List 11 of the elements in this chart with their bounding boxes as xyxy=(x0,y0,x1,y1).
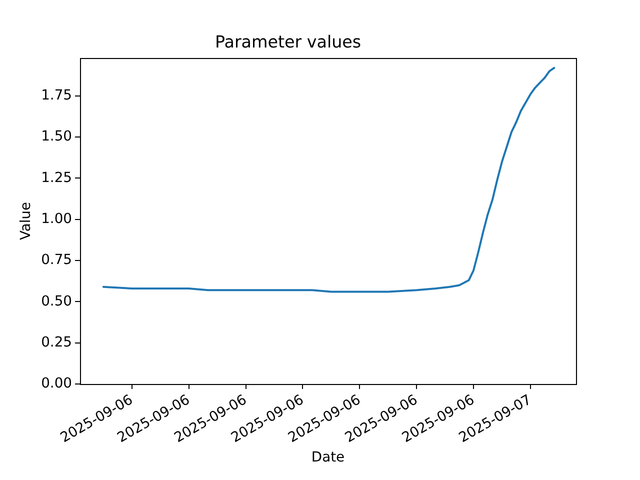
y-tick-label: 0.00 xyxy=(41,376,72,392)
y-axis-title: Value xyxy=(18,202,34,240)
y-tick-label: 1.50 xyxy=(41,128,72,145)
y-tick-label: 0.50 xyxy=(41,293,72,310)
chart-title: Parameter values xyxy=(214,32,362,52)
y-tick-label: 1.25 xyxy=(41,170,72,186)
x-axis-title: Date xyxy=(311,449,345,466)
y-tick-label: 1.00 xyxy=(41,210,72,227)
y-tick-label: 1.75 xyxy=(41,87,72,104)
y-tick-label: 0.25 xyxy=(41,334,72,350)
y-tick-label: 0.75 xyxy=(41,252,72,268)
